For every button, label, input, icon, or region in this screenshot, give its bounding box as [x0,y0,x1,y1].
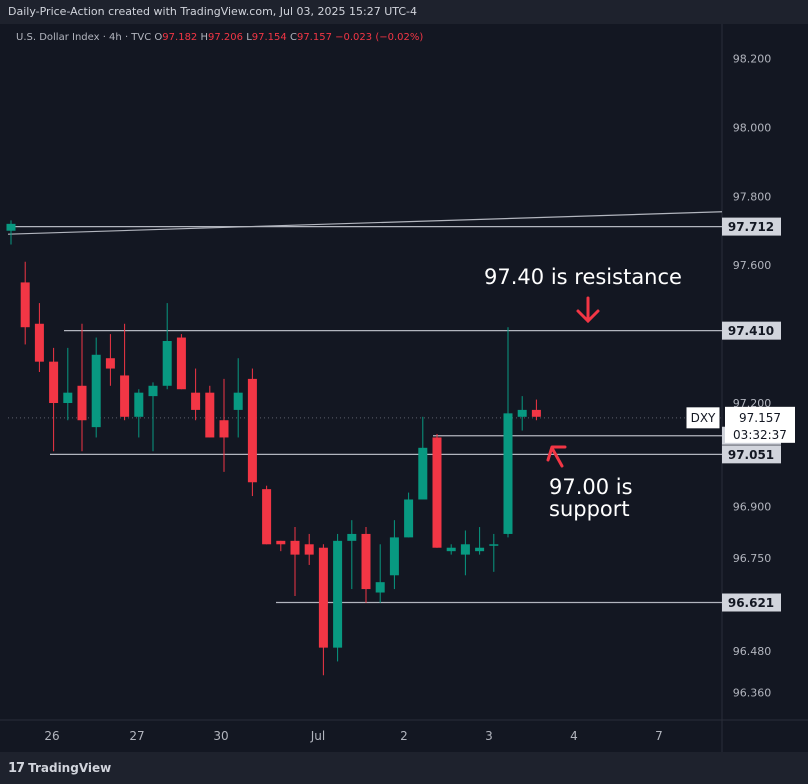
legend-close: 97.157 [296,32,332,43]
x-tick-label: 3 [485,729,493,743]
attribution-bar: Daily-Price-Action created with TradingV… [0,0,808,24]
candle-body [262,489,272,545]
price-label-text: 96.621 [728,596,774,610]
candle-body [318,547,328,648]
symbol-tag-text: DXY [691,411,716,425]
trend-line [7,211,723,235]
price-label-box [722,217,781,236]
price-label-box [722,593,781,612]
candle-body [6,223,16,231]
x-tick-label: 30 [213,729,228,743]
candle-body [475,547,485,552]
y-tick-label: 97.600 [733,259,772,272]
footer-bar [0,752,808,784]
last-price-box [725,406,795,443]
legend-change: −0.023 (−0.02%) [335,32,424,43]
ohlc-legend: U.S. Dollar Index · 4h · TVC O97.182 H97… [16,32,423,43]
y-tick-label: 96.480 [733,645,772,658]
y-tick-label: 97.200 [733,397,772,410]
resistance-arrow-icon [576,296,600,324]
candle-body [34,323,44,362]
candle-body [418,447,428,500]
candle-body [134,392,144,417]
price-label-box [722,445,781,464]
axis-layer: 98.200 98.000 97.800 97.600 97.200 96.900 96.7… [44,52,795,743]
x-tick-label: Jul [310,729,325,743]
y-tick-label: 96.750 [733,552,772,565]
candles-layer [6,220,541,676]
candle-body [517,409,527,417]
x-tick-label: 27 [129,729,144,743]
candle-body [446,547,456,552]
candle-body [290,540,300,555]
candle-body [148,385,158,397]
candle-body [361,533,371,590]
candle-body [276,540,286,545]
candle-body [531,409,541,417]
candle-body [176,337,186,390]
x-tick-label: 2 [400,729,408,743]
support-annotation-line-2: support [549,497,630,521]
support-arrow-icon [546,445,567,468]
candle-body [404,499,414,538]
horizontal-lines-layer [7,211,723,604]
last-price-countdown: 03:32:37 [733,428,787,442]
y-tick-label: 96.900 [733,500,772,513]
y-tick-label: 96.360 [733,686,772,699]
x-tick-label: 4 [570,729,578,743]
candle-body [304,544,314,555]
symbol-tag-box [685,406,721,430]
candle-body [63,392,73,404]
candle-body [432,437,442,548]
candle-body [333,540,343,648]
candle-body [233,392,243,410]
plot-area [8,24,722,720]
legend-high: 97.206 [208,32,244,43]
attribution-text: Daily-Price-Action created with TradingV… [8,5,418,18]
legend-o-label: O [154,32,163,43]
x-tick-label: 26 [44,729,59,743]
price-label-text: 97.051 [728,448,774,462]
candle-body [120,375,130,417]
candle-body [460,544,470,555]
candle-body [205,392,215,438]
y-tick-label: 98.000 [733,121,772,134]
candle-body [503,413,513,534]
grid-layer [0,24,808,752]
price-label-box [722,321,781,340]
candle-body [219,420,229,438]
candle-body [77,385,87,421]
candle-body [91,354,101,428]
candle-body [49,361,59,404]
last-price-value: 97.157 [739,411,781,425]
candle-body [489,544,499,546]
candle-body [162,340,172,386]
y-tick-label: 98.200 [733,52,772,65]
candle-body [375,582,385,593]
tradingview-logo-icon: 17 [8,760,25,776]
candle-body [105,358,115,369]
legend-h-label: H [200,32,209,43]
candle-body [347,533,357,541]
legend-l-label: L [246,32,252,43]
candle-body [389,537,399,576]
candle-body [20,282,30,328]
price-label-text: 97.410 [728,324,774,338]
y-tick-label: 97.800 [733,190,772,203]
support-annotation-line-1: 97.00 is [549,475,633,499]
tradingview-logo[interactable]: 17 TradingView [8,760,111,776]
x-tick-label: 7 [655,729,663,743]
resistance-annotation: 97.40 is resistance [484,265,682,289]
legend-symbol: U.S. Dollar Index · 4h · TVC [16,32,152,43]
tradingview-logo-text: TradingView [28,761,112,775]
candle-body [191,392,201,410]
candle-body [247,378,257,483]
legend-c-label: C [289,32,297,43]
legend-open: 97.182 [162,32,198,43]
legend-low: 97.154 [251,32,287,43]
price-label-text: 97.712 [728,220,774,234]
